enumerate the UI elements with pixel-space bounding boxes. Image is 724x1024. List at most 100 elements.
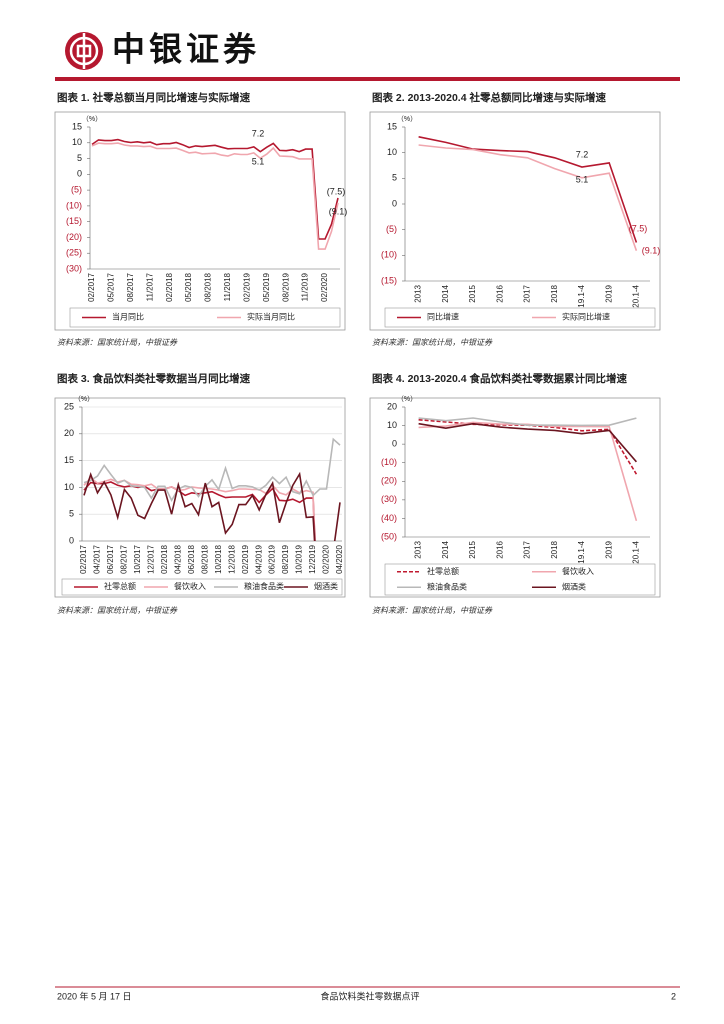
annotation: (9.1) bbox=[329, 206, 348, 216]
y-unit: （%） bbox=[82, 115, 102, 123]
legend-label: 餐饮收入 bbox=[562, 566, 594, 576]
y-tick-label: (5) bbox=[386, 224, 397, 234]
x-tick-label: 2019 bbox=[604, 540, 613, 558]
x-tick-label: 2016 bbox=[495, 540, 504, 558]
x-tick-label: 04/2018 bbox=[173, 544, 182, 573]
x-tick-label: 05/2019 bbox=[262, 272, 271, 301]
x-tick-label: 10/2019 bbox=[295, 544, 304, 573]
legend-label: 实际同比增速 bbox=[562, 312, 610, 322]
x-tick-label: 04/2017 bbox=[93, 544, 102, 573]
chart-title: 图表 3. 食品饮料类社零数据当月同比增速 bbox=[57, 372, 251, 385]
x-tick-label: 2013 bbox=[414, 284, 423, 302]
chart-frame bbox=[54, 397, 346, 598]
series-line bbox=[83, 481, 316, 541]
source-note: 资料来源：国家统计局，中银证券 bbox=[57, 338, 178, 347]
y-tick-label: 10 bbox=[64, 482, 74, 492]
chart-frame bbox=[54, 111, 346, 331]
y-tick-label: (5) bbox=[71, 184, 82, 194]
legend-label: 实际当月同比 bbox=[247, 312, 295, 322]
x-tick-label: 08/2017 bbox=[126, 272, 135, 301]
x-tick-label: 2013 bbox=[414, 540, 423, 558]
legend-box bbox=[61, 578, 343, 596]
x-tick-label: 08/2019 bbox=[281, 272, 290, 301]
x-tick-label: 11/2017 bbox=[145, 272, 154, 301]
x-tick-label: 2018 bbox=[550, 284, 559, 302]
annotation: 5.1 bbox=[252, 156, 265, 166]
x-tick-label: 08/2018 bbox=[200, 544, 209, 573]
y-unit: （%） bbox=[397, 395, 417, 403]
y-tick-label: (20) bbox=[66, 232, 82, 242]
y-tick-label: (10) bbox=[66, 200, 82, 210]
series-line bbox=[418, 422, 638, 463]
series-line bbox=[418, 421, 638, 522]
y-unit: （%） bbox=[74, 395, 94, 403]
annotation: 7.2 bbox=[252, 128, 265, 138]
x-tick-label: 20.1-4 bbox=[631, 540, 640, 563]
y-tick-label: (15) bbox=[381, 275, 397, 285]
x-tick-label: 02/2020 bbox=[322, 544, 331, 573]
y-tick-label: (30) bbox=[381, 494, 397, 504]
x-tick-label: 02/2020 bbox=[320, 272, 329, 301]
legend-label: 社零总额 bbox=[104, 581, 136, 591]
x-tick-label: 2016 bbox=[495, 284, 504, 302]
legend-label: 粮油食品类 bbox=[244, 581, 284, 591]
x-tick-label: 2019 bbox=[604, 284, 613, 302]
legend-label: 粮油食品类 bbox=[427, 581, 467, 591]
y-tick-label: (15) bbox=[66, 216, 82, 226]
x-tick-label: 08/2018 bbox=[204, 272, 213, 301]
x-tick-label: 2014 bbox=[441, 540, 450, 558]
x-tick-label: 2015 bbox=[468, 284, 477, 302]
y-tick-label: 0 bbox=[69, 535, 74, 545]
x-tick-label: 19.1-4 bbox=[577, 540, 586, 563]
annotation: 7.2 bbox=[576, 149, 589, 159]
x-tick-label: 2017 bbox=[523, 284, 532, 302]
x-tick-label: 11/2019 bbox=[301, 272, 310, 301]
y-tick-label: 5 bbox=[69, 509, 74, 519]
legend-label: 当月同比 bbox=[112, 312, 144, 322]
y-tick-label: (10) bbox=[381, 250, 397, 260]
series-line bbox=[83, 437, 341, 502]
x-tick-label: 12/2018 bbox=[227, 544, 236, 573]
x-tick-label: 02/2017 bbox=[87, 272, 96, 301]
footer-page: 2 bbox=[671, 991, 676, 1001]
y-tick-label: 10 bbox=[387, 147, 397, 157]
legend-label: 同比增速 bbox=[427, 312, 459, 322]
x-tick-label: 05/2018 bbox=[184, 272, 193, 301]
y-tick-label: 15 bbox=[387, 121, 397, 131]
header-rule bbox=[55, 77, 680, 81]
legend-label: 烟酒类 bbox=[314, 581, 338, 591]
y-tick-label: (50) bbox=[381, 531, 397, 541]
x-tick-label: 02/2019 bbox=[242, 272, 251, 301]
logo-text: 中银证券 bbox=[112, 31, 260, 68]
legend-label: 社零总额 bbox=[427, 566, 459, 576]
chart-title: 图表 1. 社零总额当月同比增速与实际增速 bbox=[57, 91, 251, 104]
annotation: (9.1) bbox=[642, 245, 661, 255]
legend-box bbox=[384, 563, 656, 596]
x-tick-label: 04/2020 bbox=[335, 544, 344, 573]
x-tick-label: 02/2018 bbox=[165, 272, 174, 301]
x-tick-label: 10/2018 bbox=[214, 544, 223, 573]
annotation: 5.1 bbox=[576, 174, 589, 184]
x-tick-label: 02/2017 bbox=[79, 544, 88, 573]
x-tick-label: 08/2017 bbox=[120, 544, 129, 573]
source-note: 资料来源：国家统计局，中银证券 bbox=[57, 606, 178, 615]
series-line bbox=[91, 138, 339, 240]
chart-frame bbox=[369, 111, 661, 331]
chart-title: 图表 4. 2013-2020.4 食品饮料类社零数据累计同比增速 bbox=[372, 372, 627, 385]
footer-date: 2020 年 5 月 17 日 bbox=[57, 990, 132, 1001]
series-line bbox=[418, 417, 637, 427]
annotation: (7.5) bbox=[327, 186, 346, 196]
series-line bbox=[418, 136, 638, 243]
x-tick-label: 06/2019 bbox=[268, 544, 277, 573]
x-tick-label: 05/2017 bbox=[107, 272, 116, 301]
y-tick-label: 5 bbox=[392, 173, 397, 183]
y-tick-label: (20) bbox=[381, 476, 397, 486]
y-tick-label: 15 bbox=[64, 455, 74, 465]
y-tick-label: 20 bbox=[64, 428, 74, 438]
y-tick-label: 15 bbox=[72, 121, 82, 131]
series-line bbox=[418, 144, 638, 251]
x-tick-label: 06/2017 bbox=[106, 544, 115, 573]
y-tick-label: (40) bbox=[381, 513, 397, 523]
chart-title: 图表 2. 2013-2020.4 社零总额同比增速与实际增速 bbox=[372, 91, 606, 104]
